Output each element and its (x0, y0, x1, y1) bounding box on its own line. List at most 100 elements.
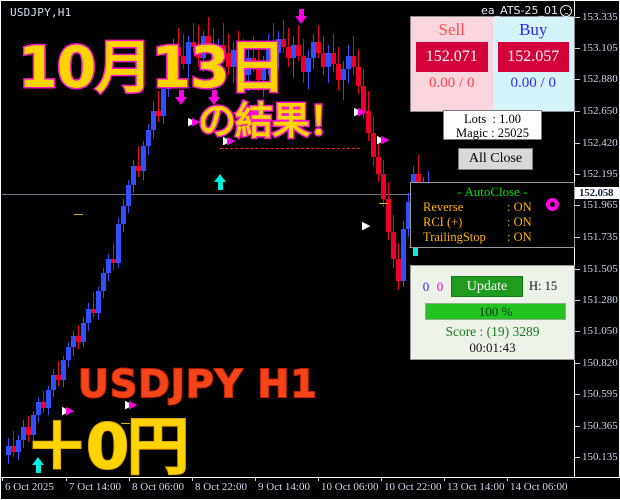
price-tick-label: 153.105 (582, 42, 618, 54)
update-top-row: 0 0 Update H: 15 (411, 266, 574, 297)
trade-entry-marker-icon: ▶ (354, 105, 363, 118)
autoclose-row-trailingstop[interactable]: TrailingStop : ON (411, 230, 574, 245)
trade-exit-marker-icon: ▶ (66, 404, 75, 417)
current-price-label: 152.058 (575, 187, 620, 199)
lots-magic-box: Lots : 1.00 Magic : 25025 (443, 110, 542, 140)
autoclose-value-rci: : ON (507, 215, 532, 229)
trade-entry-marker-icon: ▶ (188, 115, 197, 128)
price-tick-label: 152.880 (582, 73, 618, 85)
time-tick: 8 Oct 22:00 (192, 477, 247, 493)
price-tick: 152.880 (575, 73, 620, 86)
lots-row: Lots : 1.00 (464, 112, 521, 126)
price-tick: 150.595 (575, 388, 620, 401)
price-tick: 151.965 (575, 199, 620, 212)
time-tick: 6 Oct 2025 (2, 477, 54, 493)
time-tick-label: 9 Oct 14:00 (258, 481, 310, 493)
autoclose-panel: - AutoClose - Reverse : ON RCI (+) : ON … (410, 182, 575, 248)
score-label: Score : (19) 3289 (445, 324, 540, 339)
trade-entry-marker-icon: ▶ (377, 133, 386, 146)
price-tick: 151.050 (575, 325, 620, 338)
trade-entry-marker-icon: ▶ (362, 219, 371, 232)
sell-side[interactable]: Sell 152.071 0.00 / 0 (411, 17, 493, 111)
price-tick: 150.820 (575, 357, 620, 370)
price-tick-label: 151.735 (582, 231, 618, 243)
progress-bar-fill (426, 304, 565, 319)
price-tick-label: 152.420 (582, 137, 618, 149)
order-level-tick (121, 423, 130, 424)
time-tick: 8 Oct 06:00 (129, 477, 184, 493)
update-panel: 0 0 Update H: 15 100 % Score : (19) 3289… (410, 265, 575, 360)
magic-row: Magic : 25025 (456, 126, 529, 140)
price-tick-label: 151.965 (582, 199, 618, 211)
price-tick: 153.105 (575, 42, 620, 55)
price-tick: 150.135 (575, 451, 620, 464)
time-tick: 9 Oct 14:00 (255, 477, 310, 493)
progress-bar-text: 100 % (478, 304, 513, 319)
order-level-tick (74, 214, 83, 215)
price-tick-label: 150.365 (582, 420, 618, 432)
sad-face-icon (560, 4, 572, 17)
price-tick-label: 152.650 (582, 105, 618, 117)
buy-label: Buy (519, 20, 548, 39)
entry-level-dashed-line (220, 148, 360, 149)
elapsed-time-label: 00:01:43 (469, 340, 516, 355)
time-tick: 10 Oct 22:00 (381, 477, 442, 493)
ea-title: ea_ATS-25_01 (481, 4, 572, 17)
time-tick: 10 Oct 06:00 (318, 477, 378, 493)
autoclose-value-trailingstop: : ON (507, 230, 532, 244)
time-tick-label: 14 Oct 06:00 (510, 481, 568, 493)
price-tick-label: 150.135 (582, 451, 618, 463)
time-tick: 7 Oct 14:00 (66, 477, 121, 493)
price-tick-label: 151.050 (582, 325, 618, 337)
counter-magenta: 0 (436, 278, 444, 294)
price-tick: 153.335 (575, 11, 620, 24)
trade-exit-marker-icon: ▶ (129, 398, 138, 411)
sell-label: Sell (438, 20, 465, 39)
time-tick: 14 Oct 06:00 (507, 477, 568, 493)
price-tick: 151.735 (575, 231, 620, 244)
buy-side[interactable]: Buy 152.057 0.00 / 0 (492, 17, 574, 111)
time-tick-label: 8 Oct 06:00 (132, 481, 184, 493)
trade-exit-marker-icon: ▶ (227, 134, 236, 147)
autoclose-key-rci: RCI (+) (423, 215, 463, 229)
update-button[interactable]: Update (451, 276, 523, 297)
magenta-ring-icon (546, 198, 559, 211)
price-tick: 151.505 (575, 263, 620, 276)
price-tick-label: 150.820 (582, 357, 618, 369)
trade-entry-marker-icon: ▶ (125, 398, 134, 411)
ea-name-label: ea_ATS-25_01 (481, 4, 558, 17)
time-tick-label: 13 Oct 14:00 (447, 481, 505, 493)
counter-blue: 0 (422, 278, 430, 294)
price-scale[interactable]: 153.335 153.105 152.880 152.650 152.420 152.1… (574, 1, 620, 479)
autoclose-row-reverse[interactable]: Reverse : ON (411, 200, 574, 215)
autoclose-key-reverse: Reverse (423, 200, 464, 214)
all-close-button[interactable]: All Close (458, 148, 533, 170)
time-tick-label: 10 Oct 22:00 (384, 481, 442, 493)
sell-price-button[interactable]: 152.071 (416, 42, 488, 72)
autoclose-title: - AutoClose - (457, 184, 528, 199)
progress-bar: 100 % (425, 303, 566, 320)
price-tick-label: 151.280 (582, 294, 618, 306)
trade-entry-marker-icon: ▶ (62, 404, 71, 417)
price-tick: 152.420 (575, 137, 620, 150)
buy-sub-label: 0.00 / 0 (510, 75, 556, 91)
trade-panel: Sell 152.071 0.00 / 0 Buy 152.057 0.00 /… (410, 16, 575, 112)
price-tick: 152.195 (575, 168, 620, 181)
price-tick: 151.280 (575, 294, 620, 307)
buy-price-button[interactable]: 152.057 (497, 42, 569, 72)
autoclose-value-reverse: : ON (507, 200, 532, 214)
time-tick-label: 6 Oct 2025 (5, 481, 54, 493)
autoclose-row-rci[interactable]: RCI (+) : ON (411, 215, 574, 230)
time-scale[interactable]: 6 Oct 2025 7 Oct 14:00 8 Oct 06:00 8 Oct 22… (1, 477, 620, 499)
trade-exit-marker-icon: ▶ (192, 115, 201, 128)
price-tick-label: 152.195 (582, 168, 618, 180)
autoclose-key-trailingstop: TrailingStop (423, 230, 486, 244)
chart-symbol-label: USDJPY,H1 (10, 6, 72, 19)
price-tick-label: 153.335 (582, 11, 618, 23)
time-tick-label: 8 Oct 22:00 (195, 481, 247, 493)
hours-label: H: 15 (529, 279, 558, 293)
current-price-gridline (2, 194, 576, 195)
trade-exit-marker-icon: ▶ (358, 105, 367, 118)
price-tick-label: 150.595 (582, 388, 618, 400)
